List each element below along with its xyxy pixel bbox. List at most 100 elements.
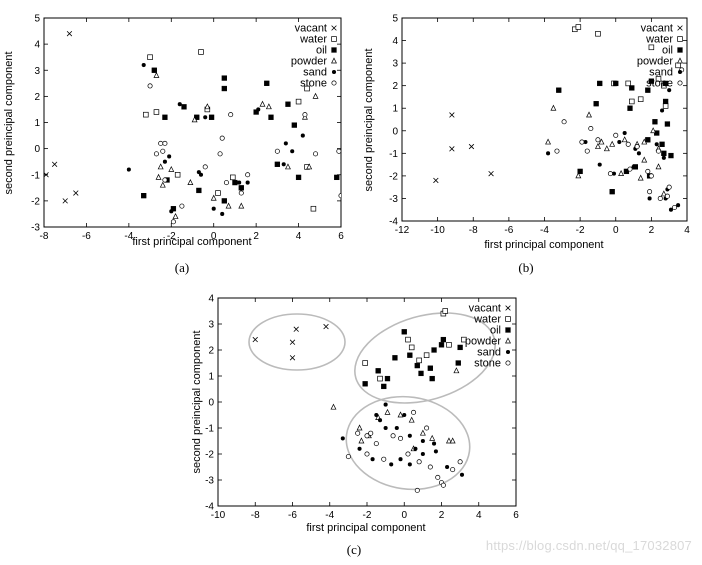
point-stone (625, 141, 631, 147)
point-stone (381, 456, 387, 462)
point-powder (621, 136, 628, 143)
point-sand (245, 180, 250, 185)
point-powder (449, 437, 456, 444)
point-water (215, 190, 221, 196)
legend-label-stone: stone (474, 358, 501, 370)
y-tick-label: 0 (392, 126, 398, 137)
point-powder (655, 163, 662, 170)
point-powder (225, 202, 232, 209)
point-vacant (449, 146, 455, 152)
point-water (675, 62, 681, 69)
point-powder (637, 174, 644, 181)
legend-marker-vacant-stroke (505, 305, 511, 311)
point-stone (457, 459, 463, 465)
point-water (230, 174, 236, 181)
point-powder (650, 127, 657, 134)
legend-label-sand: sand (649, 67, 673, 79)
point-sand (398, 457, 403, 462)
point-sand (281, 162, 286, 167)
legend-label-oil: oil (316, 45, 327, 57)
x-tick-label: -4 (325, 510, 334, 521)
legend-marker-oil (331, 47, 337, 53)
point-water (198, 49, 204, 55)
point-oil (334, 174, 340, 181)
point-stone (238, 190, 244, 196)
y-tick-label: -3 (31, 223, 40, 234)
data-points (252, 308, 467, 493)
point-oil (221, 75, 227, 81)
x-tick-label: 2 (253, 231, 259, 242)
point-water (174, 172, 181, 178)
point-vacant (293, 326, 299, 332)
point-sand (126, 167, 131, 172)
legend-marker-vacant (677, 25, 683, 31)
point-oil (414, 362, 420, 369)
y-tick-label: 4 (34, 40, 40, 51)
point-sand (377, 418, 383, 423)
point-water (423, 352, 430, 358)
point-sand (445, 464, 450, 470)
y-tick-label: 5 (392, 14, 398, 25)
y-tick-label: 2 (392, 81, 398, 92)
point-water (648, 44, 655, 51)
x-tick-label: -6 (504, 225, 513, 236)
point-oil (170, 206, 177, 212)
point-powder (641, 138, 648, 145)
point-oil (295, 174, 302, 181)
point-powder (284, 163, 291, 170)
point-vacant-stroke (323, 323, 329, 330)
legend-marker-water (331, 36, 337, 42)
point-stone (424, 425, 430, 431)
legend-marker-water (505, 316, 511, 322)
point-powder (429, 434, 436, 441)
point-stone (345, 454, 351, 460)
point-powder (575, 172, 582, 179)
y-tick-label: 0 (34, 144, 40, 155)
point-vacant (66, 30, 73, 37)
point-oil (384, 375, 391, 382)
point-stone (302, 112, 308, 118)
cluster-outlines (248, 312, 496, 491)
point-powder (187, 179, 194, 185)
y-tick-label: 3 (392, 59, 398, 70)
point-sand (383, 402, 388, 407)
point-vacant (73, 190, 79, 196)
point-oil (285, 101, 291, 107)
data-points (433, 24, 685, 212)
point-sand (389, 462, 394, 467)
point-stone (364, 433, 370, 439)
point-stone (627, 166, 633, 172)
y-tick-label: -1 (389, 149, 398, 160)
point-stone (217, 151, 223, 157)
point-water (362, 360, 368, 366)
x-tick-label: -2 (363, 510, 372, 521)
point-water (595, 31, 601, 37)
point-sand (370, 457, 375, 462)
point-stone (607, 171, 613, 177)
point-sand (413, 446, 418, 451)
point-sand (374, 412, 379, 418)
point-oil (664, 121, 671, 127)
point-oil (668, 152, 674, 159)
point-sand (169, 209, 174, 214)
y-axis-label: second preincipal component (191, 330, 203, 473)
point-powder (153, 71, 160, 78)
point-water (408, 344, 415, 351)
point-water (147, 54, 153, 60)
point-powder (618, 170, 625, 176)
point-powder (419, 429, 426, 436)
axis-ticks: -8 -6 -4 -2 0 2 4 6 -3 -2 -1 0 1 2 3 4 5 (31, 14, 344, 243)
point-stone (645, 168, 651, 174)
point-powder (408, 416, 415, 423)
point-stone (219, 135, 225, 141)
point-oil (268, 114, 274, 120)
point-oil (629, 85, 635, 91)
legend-label-powder: powder (465, 336, 501, 348)
point-sand (162, 159, 167, 164)
point-powder (238, 202, 245, 209)
legend-marker-stone (331, 80, 337, 86)
point-oil (381, 383, 387, 390)
point-oil (648, 78, 655, 84)
